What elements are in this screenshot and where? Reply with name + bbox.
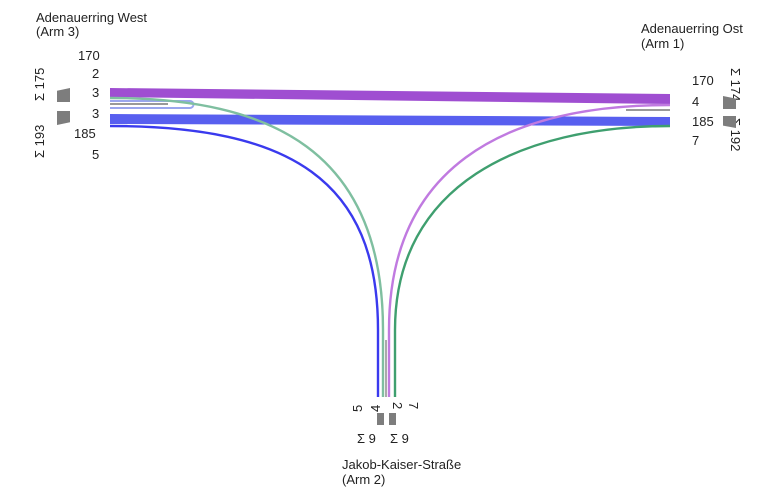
south-value-3: 2 [390, 402, 405, 410]
west-arm-number: (Arm 3) [36, 24, 80, 39]
south-sum-out: Σ 9 [390, 431, 409, 446]
west-out-arrow-icon [57, 111, 70, 125]
south-value-4: 7 [406, 402, 421, 410]
band-east-to-west [110, 114, 670, 126]
east-arm-name: Adenauerring Ost [641, 21, 743, 36]
south-in-arrow-icon [377, 413, 384, 425]
east-out-arrow-icon [723, 116, 736, 128]
west-in-value-2: 2 [92, 66, 100, 81]
west-in-value-1: 170 [78, 48, 100, 63]
flow-west-to-south [109, 96, 385, 397]
east-in-value-1: 170 [692, 73, 714, 88]
flow-south-to-west [109, 124, 380, 397]
east-arm-number: (Arm 1) [641, 36, 685, 51]
west-sum-in: Σ 175 [32, 67, 47, 101]
west-in-value-3: 3 [92, 85, 100, 100]
south-value-2: 4 [368, 404, 383, 412]
east-in-value-2: 4 [692, 94, 700, 109]
flow-east-to-south [387, 103, 671, 397]
south-arm-number: (Arm 2) [342, 472, 386, 487]
west-sum-out: Σ 193 [32, 124, 47, 158]
east-sum-in: Σ 174 [728, 68, 743, 102]
flow-south-to-east [393, 124, 671, 397]
east-out-value-1: 185 [692, 114, 714, 129]
south-arm-name: Jakob-Kaiser-Straße [342, 457, 462, 472]
west-out-value-3: 5 [92, 147, 100, 162]
south-value-1: 5 [350, 404, 365, 412]
east-in-arrow-icon [723, 96, 736, 109]
south-out-arrow-icon [389, 413, 396, 425]
south-sum-in: Σ 9 [357, 431, 376, 446]
band-west-to-east [110, 88, 670, 104]
west-out-value-2: 185 [74, 126, 96, 141]
west-arm-name: Adenauerring West [36, 10, 148, 25]
west-in-arrow-icon [57, 88, 70, 102]
east-out-value-2: 7 [692, 133, 700, 148]
west-out-value-1: 3 [92, 106, 100, 121]
